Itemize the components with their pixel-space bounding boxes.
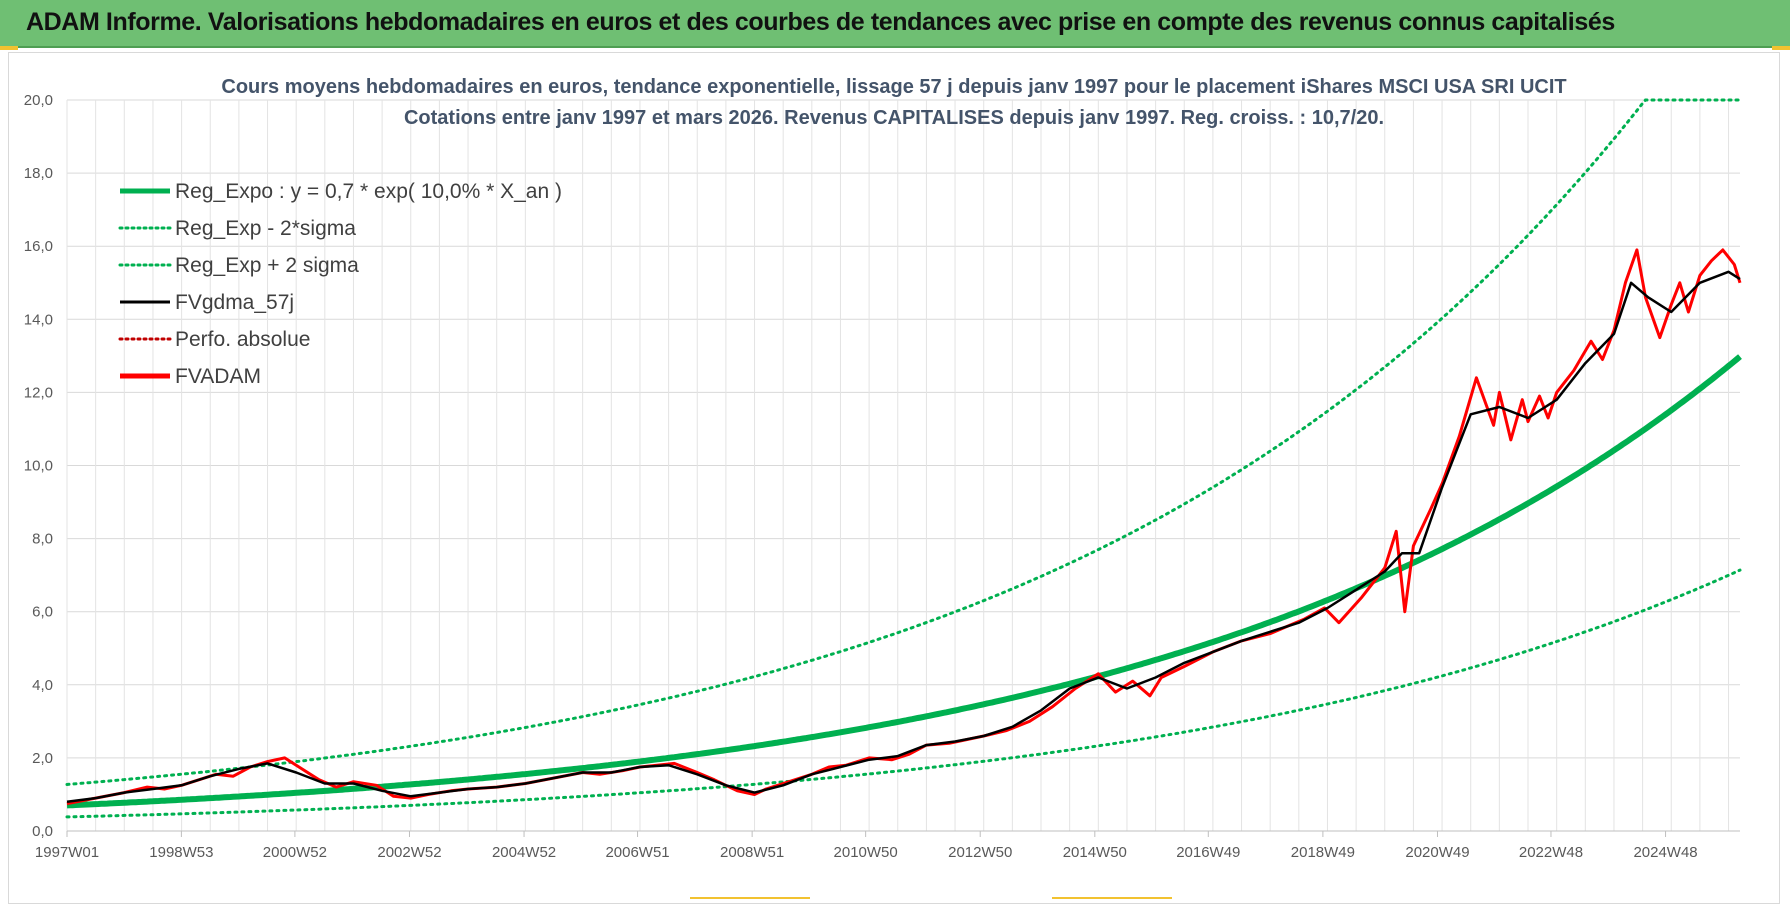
legend-label: FVADAM [175, 365, 261, 388]
chart-frame [8, 52, 1780, 904]
x-tick-label: 1997W01 [35, 844, 99, 861]
trend-minus-2sigma-line [65, 568, 1742, 819]
bottom-mark-1 [690, 897, 810, 899]
y-axis-ticks: 0,0 2,0 4,0 6,0 8,0 10,0 12,0 14,0 16,0 18,0 20,0 [24, 92, 53, 840]
y-tick-label: 6,0 [32, 604, 53, 621]
series-layer [65, 98, 1742, 819]
y-tick-label: 18,0 [24, 165, 53, 182]
y-tick-label: 0,0 [32, 823, 53, 840]
x-tick-label: 2004W52 [492, 844, 556, 861]
y-tick-label: 8,0 [32, 531, 53, 548]
y-tick-label: 12,0 [24, 384, 53, 401]
y-tick-label: 4,0 [32, 677, 53, 694]
report-title: ADAM Informe. Valorisations hebdomadaire… [26, 8, 1615, 36]
x-tick-label: 2024W48 [1633, 844, 1697, 861]
chart-subtitle: Cotations entre janv 1997 et mars 2026. … [404, 107, 1384, 129]
x-tick-label: 2014W50 [1063, 844, 1127, 861]
x-tick-label: 2006W51 [605, 844, 669, 861]
x-tick-label: 2022W48 [1519, 844, 1583, 861]
x-tick-label: 2000W52 [263, 844, 327, 861]
x-tick-label: 2020W49 [1405, 844, 1469, 861]
legend-label: FVgdma_57j [175, 291, 294, 314]
x-tick-label: 2008W51 [720, 844, 784, 861]
chart-title: Cours moyens hebdomadaires en euros, ten… [221, 76, 1566, 98]
y-tick-label: 10,0 [24, 458, 53, 475]
corner-mark-right [1772, 46, 1790, 50]
x-tick-label: 2016W49 [1176, 844, 1240, 861]
trend-plus-2sigma-line [65, 98, 1742, 786]
y-tick-label: 16,0 [24, 238, 53, 255]
x-tick-label: 2010W50 [834, 844, 898, 861]
x-tick-label: 1998W53 [149, 844, 213, 861]
y-tick-label: 2,0 [32, 750, 53, 767]
x-axis-ticks: 1997W01 1998W53 2000W52 2002W52 2004W52 2006W… [35, 831, 1698, 861]
fvgdma-57j-line [66, 270, 1741, 804]
legend-label: Reg_Exp - 2*sigma [175, 217, 356, 240]
x-tick-label: 2018W49 [1291, 844, 1355, 861]
legend-label: Perfo. absolue [175, 328, 310, 351]
fvadam-line [66, 248, 1742, 806]
legend-label: Reg_Exp + 2 sigma [175, 254, 359, 277]
y-tick-label: 14,0 [24, 311, 53, 328]
corner-mark-left [0, 46, 18, 50]
y-tick-label: 20,0 [24, 92, 53, 109]
x-tick-label: 2002W52 [377, 844, 441, 861]
trend-regression-line [66, 354, 1742, 809]
header-bar: ADAM Informe. Valorisations hebdomadaire… [0, 0, 1790, 48]
bottom-mark-2 [1052, 897, 1172, 899]
legend-label: Reg_Expo : y = 0,7 * exp( 10,0% * X_an ) [175, 180, 562, 203]
x-tick-label: 2012W50 [948, 844, 1012, 861]
legend: Reg_Expo : y = 0,7 * exp( 10,0% * X_an )… [118, 180, 562, 388]
